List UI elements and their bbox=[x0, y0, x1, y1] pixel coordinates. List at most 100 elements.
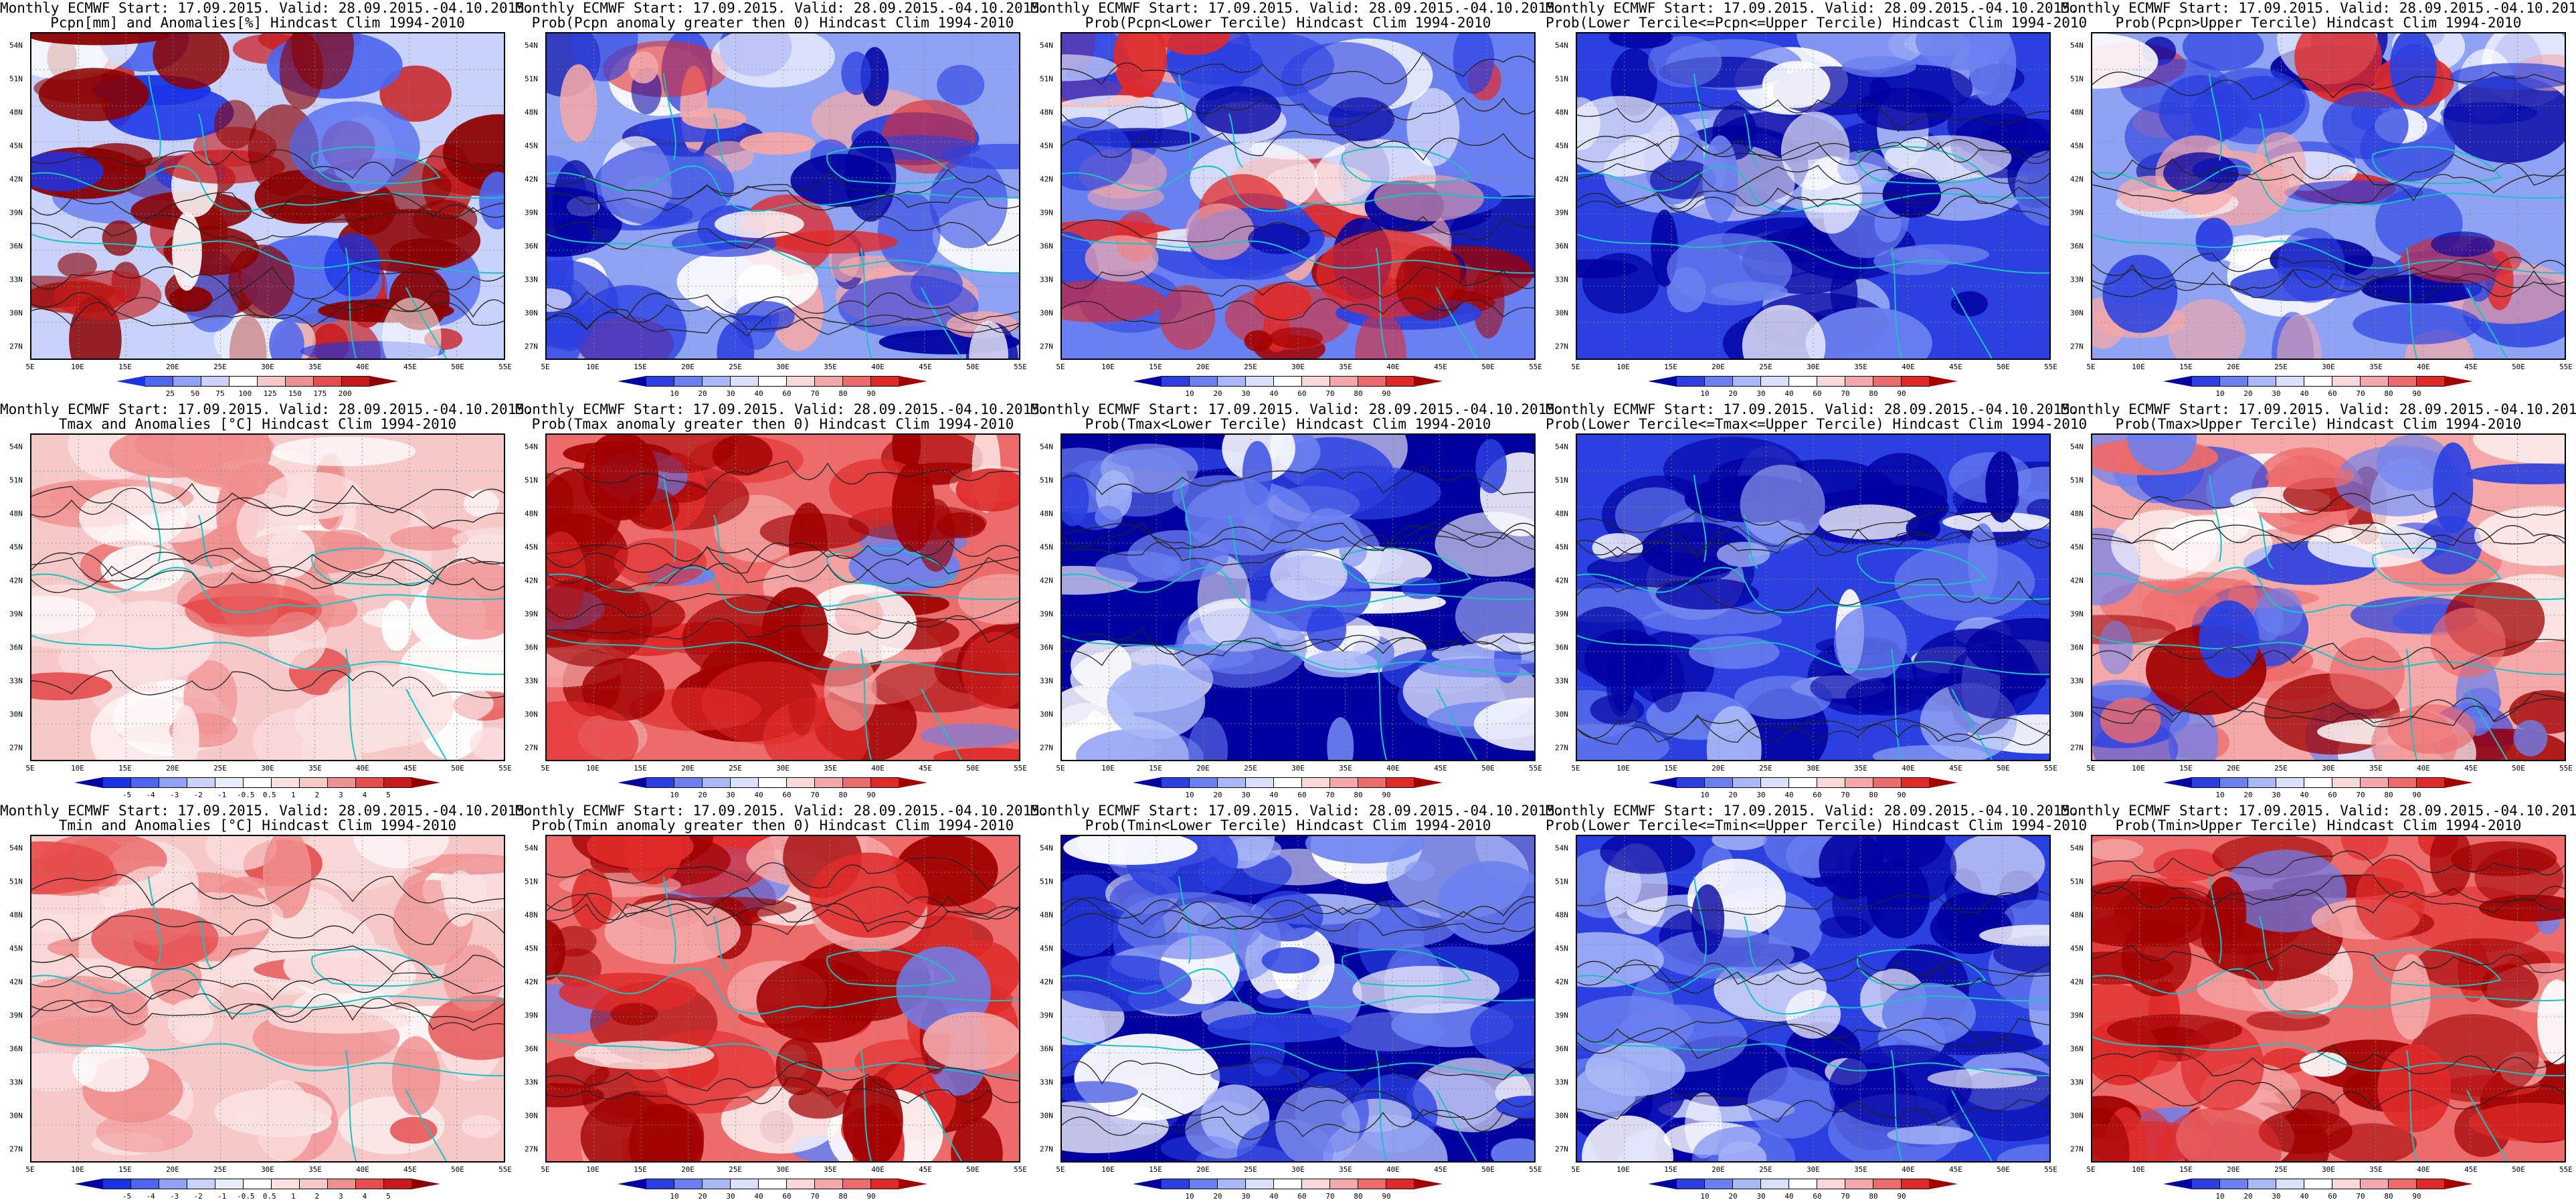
lon-tick-label: 20E bbox=[1196, 363, 1210, 371]
map-frame bbox=[2091, 32, 2566, 360]
panel-title-line2: Prob(Pcpn anomaly greater then 0) Hindca… bbox=[531, 15, 1014, 31]
lat-tick-label: 54N bbox=[525, 41, 538, 50]
lat-tick-label: 51N bbox=[525, 476, 538, 485]
lon-tick-label: 50E bbox=[966, 363, 980, 371]
lat-tick-label: 54N bbox=[525, 442, 538, 452]
lat-tick-label: 45N bbox=[1555, 542, 1568, 552]
colorbar-label: -3 bbox=[169, 1192, 179, 1201]
colorbar-label: 60 bbox=[1813, 791, 1822, 799]
colorbar-segment bbox=[187, 1179, 215, 1189]
lat-tick-label: 30N bbox=[1555, 710, 1568, 719]
colorbar-label: 20 bbox=[1213, 791, 1222, 799]
lat-tick-label: 54N bbox=[9, 41, 23, 50]
colorbar-label: 60 bbox=[2328, 389, 2337, 398]
lon-tick-label: 10E bbox=[586, 764, 600, 773]
lon-tick-label: 20E bbox=[681, 1165, 695, 1174]
colorbar-label: -4 bbox=[146, 791, 155, 799]
lat-tick-label: 42N bbox=[2070, 175, 2084, 184]
colorbar bbox=[618, 777, 927, 788]
colorbar-segment bbox=[2388, 1179, 2417, 1189]
lat-tick-label: 45N bbox=[2070, 944, 2084, 953]
colorbar-segment bbox=[1329, 376, 1358, 387]
lon-tick-label: 35E bbox=[824, 764, 837, 773]
colorbar-label: 80 bbox=[838, 1192, 848, 1201]
map-frame bbox=[1061, 835, 1536, 1163]
colorbar-segment bbox=[2219, 376, 2248, 387]
colorbar-label: -3 bbox=[169, 791, 179, 799]
colorbar-label: 60 bbox=[782, 1192, 792, 1201]
lat-tick-label: 27N bbox=[2070, 743, 2084, 752]
map-frame bbox=[30, 835, 505, 1163]
lat-tick-label: 45N bbox=[525, 141, 538, 150]
colorbar-segment bbox=[383, 777, 412, 788]
colorbar-segment bbox=[1929, 1179, 1958, 1189]
colorbar-segment bbox=[1760, 777, 1789, 788]
colorbar-label: 70 bbox=[810, 389, 820, 398]
lat-tick-label: 48N bbox=[9, 910, 23, 920]
lon-tick-label: 10E bbox=[2132, 1165, 2145, 1174]
colorbar-segment bbox=[1217, 777, 1246, 788]
lat-tick-label: 51N bbox=[9, 877, 23, 886]
lon-tick-label: 50E bbox=[2512, 363, 2525, 371]
colorbar-segment bbox=[159, 777, 187, 788]
colorbar-segment bbox=[2304, 1179, 2332, 1189]
colorbar-label: -1 bbox=[217, 1192, 227, 1201]
panel-title-line2: Prob(Tmax<Lower Tercile) Hindcast Clim 1… bbox=[1085, 416, 1491, 432]
lat-tick-label: 51N bbox=[2070, 74, 2084, 84]
colorbar-label: 20 bbox=[2243, 1192, 2253, 1201]
colorbar-segment bbox=[899, 376, 927, 387]
lat-tick-label: 42N bbox=[1555, 175, 1568, 184]
lon-tick-label: 25E bbox=[1244, 363, 1257, 371]
colorbar-segment bbox=[2191, 777, 2220, 788]
panel-title-line2: Prob(Tmax anomaly greater then 0) Hindca… bbox=[531, 416, 1014, 432]
colorbar-segment bbox=[1704, 1179, 1733, 1189]
map-frame bbox=[2091, 835, 2566, 1163]
lon-tick-label: 35E bbox=[1339, 764, 1352, 773]
panel-title-line1: Monthly ECMWF Start: 17.09.2015. Valid: … bbox=[0, 803, 533, 819]
lon-tick-label: 15E bbox=[634, 363, 647, 371]
lon-tick-label: 10E bbox=[586, 1165, 600, 1174]
lon-tick-label: 45E bbox=[919, 1165, 932, 1174]
colorbar-label: 40 bbox=[1784, 389, 1794, 398]
lon-tick-label: 5E bbox=[2086, 1165, 2096, 1174]
map-frame bbox=[1576, 433, 2051, 761]
colorbar-label: 60 bbox=[782, 791, 792, 799]
colorbar-segment bbox=[159, 1179, 187, 1189]
lat-tick-label: 51N bbox=[1555, 74, 1568, 84]
lat-tick-label: 42N bbox=[525, 977, 538, 987]
colorbar-segment bbox=[646, 1179, 674, 1189]
lat-tick-label: 45N bbox=[1040, 141, 1053, 150]
lat-tick-label: 54N bbox=[9, 843, 23, 853]
lon-tick-label: 25E bbox=[729, 363, 742, 371]
lon-tick-label: 20E bbox=[1712, 363, 1725, 371]
colorbar-segment bbox=[1245, 777, 1274, 788]
panel-title-line2: Tmin and Anomalies [°C] Hindcast Clim 19… bbox=[58, 817, 457, 833]
colorbar-segment bbox=[1873, 1179, 1902, 1189]
colorbar-segment bbox=[215, 1179, 244, 1189]
colorbar bbox=[1648, 777, 1958, 788]
colorbar-label: 70 bbox=[1325, 1192, 1335, 1201]
panel-title-line2: Prob(Tmin>Upper Tercile) Hindcast Clim 1… bbox=[2115, 817, 2522, 833]
map-frame bbox=[30, 433, 505, 761]
colorbar-segment bbox=[1732, 376, 1761, 387]
lon-tick-label: 30E bbox=[261, 1165, 274, 1174]
colorbar-label: 40 bbox=[2300, 389, 2309, 398]
lon-tick-label: 25E bbox=[1759, 1165, 1772, 1174]
lon-tick-label: 30E bbox=[776, 764, 790, 773]
colorbar-segment bbox=[2191, 1179, 2220, 1189]
colorbar-segment bbox=[243, 777, 272, 788]
lon-tick-label: 35E bbox=[1339, 363, 1352, 371]
lat-tick-label: 48N bbox=[525, 509, 538, 518]
colorbar-label: 30 bbox=[1756, 389, 1766, 398]
colorbar-label: 10 bbox=[1185, 791, 1194, 799]
colorbar-segment bbox=[411, 1179, 440, 1189]
lon-tick-label: 40E bbox=[871, 1165, 885, 1174]
map-frame bbox=[545, 32, 1020, 360]
lon-tick-label: 15E bbox=[2179, 363, 2193, 371]
lon-tick-label: 30E bbox=[1291, 363, 1305, 371]
lat-tick-label: 45N bbox=[1040, 542, 1053, 552]
lat-tick-label: 27N bbox=[1040, 1144, 1053, 1154]
colorbar-label: 40 bbox=[754, 389, 763, 398]
lat-tick-label: 48N bbox=[9, 509, 23, 518]
map-frame bbox=[2091, 433, 2566, 761]
